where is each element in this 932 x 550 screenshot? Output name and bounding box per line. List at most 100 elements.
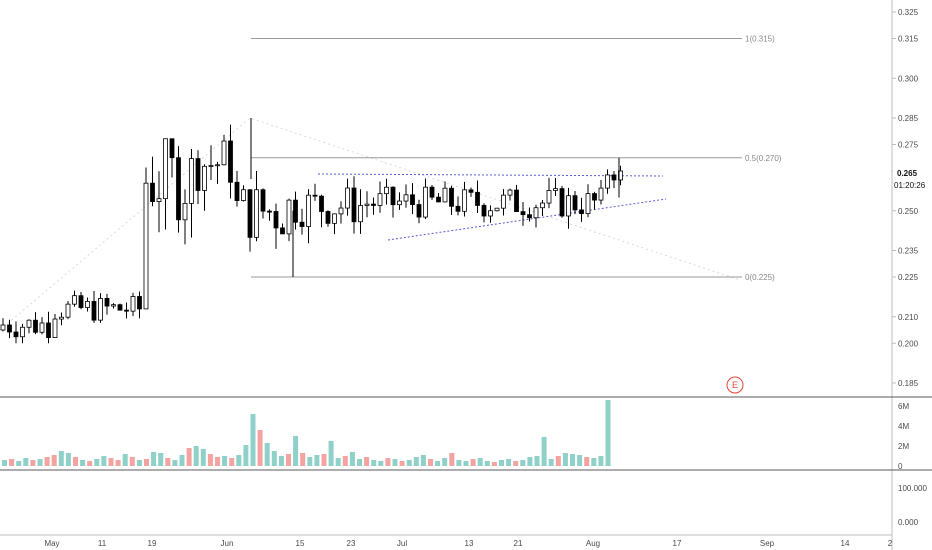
volume-bar — [605, 400, 611, 466]
candle-body — [39, 322, 45, 333]
candle-body — [416, 204, 422, 218]
candle-body — [605, 174, 610, 189]
fib-retracement[interactable]: 1(0.315) 0.5(0.270) 0(0.225) — [251, 35, 782, 283]
volume-bar — [158, 453, 164, 466]
candle-body — [449, 187, 454, 207]
volume-bar — [151, 452, 157, 466]
volume-bar — [584, 457, 590, 466]
candle-body — [533, 207, 539, 219]
candle-body — [65, 303, 71, 318]
volume-bar — [94, 459, 100, 466]
price-axis-ticks: 0.325 0.315 0.300 0.285 0.275 0.265 0.250 0.235… — [892, 8, 919, 388]
candle-body — [429, 186, 435, 198]
candle-body — [364, 203, 370, 206]
price-tick-label: 0.300 — [898, 74, 919, 83]
volume-bar — [144, 459, 149, 466]
volume-bar — [577, 455, 583, 466]
price-tick-label: 0.275 — [898, 141, 919, 150]
volume-bar — [399, 461, 405, 466]
volume-bar — [371, 460, 377, 466]
trendline-lower[interactable] — [387, 198, 667, 241]
volume-bar — [23, 458, 29, 466]
candle-body — [312, 194, 318, 197]
volume-bar — [278, 456, 284, 466]
volume-bar — [357, 459, 362, 466]
candle-body — [598, 187, 604, 201]
time-tick-label: 23 — [347, 539, 356, 548]
candle-body — [254, 189, 259, 238]
candle-body — [98, 298, 103, 321]
volume-bar — [257, 430, 263, 466]
candle-body — [488, 210, 493, 217]
candle-body — [455, 205, 461, 212]
time-tick-label: 15 — [296, 539, 305, 548]
candle-body — [520, 211, 526, 216]
time-tick-label: 14 — [841, 539, 850, 548]
volume-bar — [136, 460, 142, 466]
candle-body — [566, 195, 571, 217]
volume-bar — [484, 461, 490, 466]
trendline-upper[interactable] — [317, 173, 664, 177]
volume-bar — [80, 460, 86, 466]
candle-body — [286, 199, 292, 235]
candle-body — [163, 138, 168, 200]
fib-level-label: 0.5(0.270) — [745, 154, 782, 163]
candle-body — [377, 193, 383, 206]
volume-bar — [349, 452, 355, 466]
time-tick-label: 11 — [98, 539, 107, 548]
volume-bar — [200, 449, 206, 466]
volume-tick-label: 4M — [898, 422, 909, 431]
volume-bar — [179, 455, 185, 466]
volume-bar — [520, 460, 526, 466]
candle-body — [527, 214, 532, 219]
price-tick-label: 0.225 — [898, 273, 919, 282]
volume-bar — [499, 460, 504, 466]
candle-body — [319, 195, 324, 212]
candle-body — [150, 182, 155, 202]
candle-body — [104, 298, 110, 307]
time-tick-label: 21 — [514, 539, 523, 548]
time-tick-label: 2 — [888, 539, 893, 548]
volume-bar — [506, 459, 512, 466]
candle-body — [384, 186, 389, 195]
earnings-circle-icon — [726, 376, 744, 394]
volume-bar — [435, 461, 441, 466]
time-tick-label: 17 — [673, 539, 682, 548]
candle-body — [390, 186, 396, 206]
volume-bar — [193, 446, 199, 466]
candle-body — [117, 304, 123, 311]
indicator-axis-ticks: 100.000 0.000 — [898, 484, 927, 527]
volume-bar — [470, 459, 476, 466]
price-tick-label: 0.325 — [898, 8, 919, 17]
earnings-letter: E — [732, 380, 738, 390]
candle-body — [195, 158, 201, 191]
candle-body — [293, 199, 298, 223]
time-tick-label: Sep — [760, 539, 775, 548]
volume-bar — [65, 453, 71, 466]
candle-body — [33, 319, 38, 333]
volume-bar — [73, 457, 78, 466]
time-tick-label: Aug — [586, 539, 600, 548]
volume-bar — [30, 460, 36, 466]
candle-body — [579, 209, 584, 215]
candle-body — [20, 326, 25, 338]
price-tick-label: 0.285 — [898, 114, 919, 123]
candle-body — [572, 195, 578, 211]
candle-body — [176, 157, 181, 221]
candle-body — [78, 295, 84, 308]
volume-bar — [442, 458, 448, 466]
candle-body — [468, 189, 474, 193]
volume-tick-label: 0 — [898, 462, 903, 471]
volume-bar — [513, 461, 519, 466]
volume-bar — [236, 455, 242, 466]
volume-bar — [491, 462, 497, 466]
volume-bar — [16, 461, 22, 466]
earnings-marker[interactable]: E — [726, 376, 744, 394]
candle-body — [267, 210, 272, 213]
indicator-tick-label: 0.000 — [898, 518, 919, 527]
candle-body — [169, 138, 175, 159]
volume-bar — [172, 460, 178, 466]
candle-body — [137, 296, 142, 310]
volume-bar — [101, 456, 107, 466]
